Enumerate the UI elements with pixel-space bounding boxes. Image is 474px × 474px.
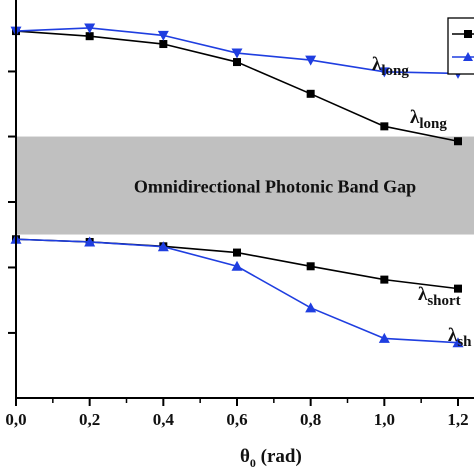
legend bbox=[447, 17, 474, 75]
annotation-2: λlong bbox=[410, 107, 447, 132]
annotation-2-symbol: λ bbox=[410, 107, 420, 128]
series-4-point-4 bbox=[231, 260, 243, 271]
series-2-point-3 bbox=[157, 30, 169, 41]
annotation-3: λshort bbox=[418, 284, 461, 309]
annotation-3-symbol: λ bbox=[418, 284, 428, 305]
series-1-line bbox=[15, 30, 459, 143]
annotation-4-subscript: sh bbox=[457, 334, 472, 350]
x-tick-label-2: 0,2 bbox=[79, 410, 100, 429]
x-tick-label-1: 0,0 bbox=[5, 410, 26, 429]
x-ticks: 0,0 0,2 0,4 0,6 0,8 1,0 1,2 bbox=[5, 398, 469, 429]
legend-marker-2 bbox=[463, 52, 473, 61]
legend-box bbox=[447, 17, 474, 75]
annotation-1: λlong bbox=[372, 54, 409, 79]
annotation-2-subscript: long bbox=[419, 116, 447, 132]
series-2-point-5 bbox=[305, 55, 317, 66]
x-axis-label-sub: 0 bbox=[250, 456, 256, 470]
series-4-point-3 bbox=[157, 241, 169, 252]
axes bbox=[8, 0, 474, 399]
legend-marker-1 bbox=[464, 30, 472, 38]
series-4-point-2 bbox=[84, 236, 96, 247]
series-1-point-3 bbox=[159, 40, 168, 49]
annotation-1-symbol: λ bbox=[372, 54, 382, 75]
svg-text:θ0 (rad): θ0 (rad) bbox=[240, 446, 302, 470]
series-3-point-6 bbox=[380, 275, 389, 284]
x-axis-label: θ0 (rad) bbox=[240, 446, 302, 470]
series-2-point-6 bbox=[378, 67, 390, 78]
annotation-1-subscript: long bbox=[381, 63, 409, 79]
x-tick-label-5: 0,8 bbox=[300, 410, 321, 429]
series-4-point-5 bbox=[305, 302, 317, 313]
annotation-4: λsh bbox=[448, 325, 472, 350]
x-axis-label-unit: (rad) bbox=[256, 446, 302, 467]
x-tick-label-6: 1,0 bbox=[374, 410, 395, 429]
series-1-point-7 bbox=[454, 137, 462, 146]
series-1-point-6 bbox=[380, 122, 389, 131]
x-tick-label-7: 1,2 bbox=[447, 410, 468, 429]
series-2-point-4 bbox=[231, 48, 243, 59]
band-gap-label: Omnidirectional Photonic Band Gap bbox=[134, 177, 416, 197]
series-3-point-5 bbox=[306, 262, 315, 271]
series-1-point-5 bbox=[306, 89, 315, 98]
annotation-3-subscript: short bbox=[427, 293, 460, 309]
series-3-point-4 bbox=[233, 248, 241, 257]
series-3-point-7 bbox=[454, 284, 462, 293]
x-axis-label-theta: θ bbox=[240, 446, 250, 467]
series-2-point-2 bbox=[84, 23, 96, 34]
annotation-4-symbol: λ bbox=[448, 325, 458, 346]
series-1-point-2 bbox=[85, 32, 94, 41]
x-tick-label-3: 0,4 bbox=[153, 410, 175, 429]
series-4-point-7 bbox=[452, 337, 464, 348]
series-4-point-6 bbox=[378, 332, 390, 343]
x-tick-label-4: 0,6 bbox=[226, 410, 247, 429]
band-gap-region bbox=[16, 136, 474, 235]
series-1-point-4 bbox=[233, 58, 241, 67]
